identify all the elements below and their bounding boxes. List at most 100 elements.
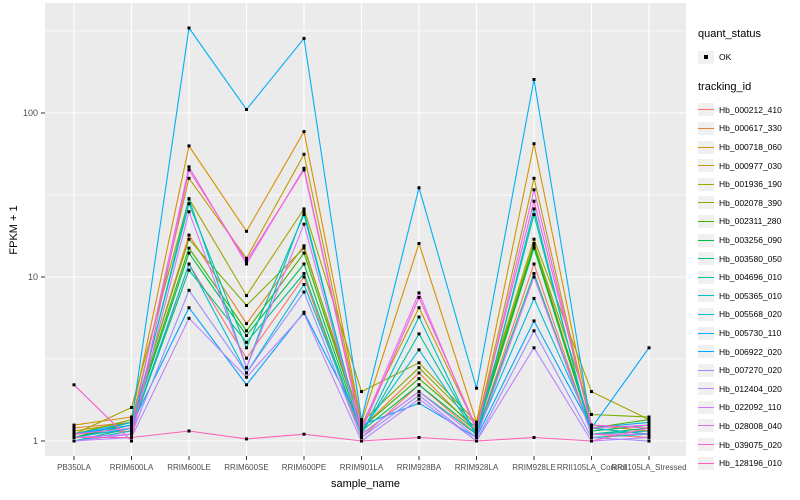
data-point xyxy=(187,197,191,201)
legend-series-label: Hb_012404_020 xyxy=(719,383,782,394)
data-point xyxy=(130,429,133,433)
legend-quant-status-title: quant_status xyxy=(698,28,761,40)
line-swatch-icon xyxy=(698,276,714,278)
data-point xyxy=(302,130,306,134)
data-point xyxy=(245,229,248,233)
data-point xyxy=(475,436,478,439)
data-point xyxy=(532,329,536,333)
line-swatch-icon xyxy=(698,220,714,222)
legend-item-Hb_001936_190: Hb_001936_190 xyxy=(698,175,798,194)
legend-tracking-title: tracking_id xyxy=(698,80,752,93)
data-point xyxy=(360,418,363,422)
data-point xyxy=(360,436,363,439)
data-point xyxy=(302,152,306,156)
legend-item-Hb_000718_060: Hb_000718_060 xyxy=(698,138,798,157)
series-color-key xyxy=(698,233,714,247)
data-point xyxy=(72,426,76,430)
data-point xyxy=(187,168,191,172)
data-point xyxy=(532,262,536,266)
line-swatch-icon xyxy=(698,369,714,371)
series-color-key xyxy=(698,214,714,228)
legend-series-label: Hb_002078_390 xyxy=(719,197,782,208)
data-point xyxy=(302,213,306,217)
data-point xyxy=(417,186,421,190)
x-tick-label: RRIM600SE xyxy=(224,463,268,472)
data-point xyxy=(302,251,306,255)
legend-series-label: Hb_002311_280 xyxy=(719,216,782,227)
y-axis-title: FPKM + 1 xyxy=(8,205,20,255)
data-point xyxy=(532,244,536,248)
y-tick-label: 100 xyxy=(23,108,38,118)
plot-panel xyxy=(45,3,686,456)
data-point xyxy=(647,415,651,419)
data-point xyxy=(532,142,536,146)
data-point xyxy=(417,315,421,319)
data-point xyxy=(187,268,191,272)
data-point xyxy=(532,237,536,241)
data-point xyxy=(647,436,651,439)
line-swatch-icon xyxy=(698,332,714,334)
legend-series-label: Hb_001936_190 xyxy=(719,179,782,190)
data-point xyxy=(302,432,306,436)
data-point xyxy=(245,334,248,337)
data-point xyxy=(130,420,133,424)
series-color-key xyxy=(698,289,714,303)
data-point xyxy=(417,242,421,245)
data-point xyxy=(187,246,191,250)
legend-item-Hb_002078_390: Hb_002078_390 xyxy=(698,194,798,213)
x-tick-label: RRII105LA_Control xyxy=(557,463,627,472)
point-marker-icon xyxy=(704,55,708,60)
data-point xyxy=(647,418,651,422)
series-color-key xyxy=(698,382,714,396)
data-point xyxy=(590,426,593,430)
data-point xyxy=(590,429,593,433)
data-point xyxy=(417,296,421,299)
data-point xyxy=(302,168,306,172)
data-point xyxy=(475,423,478,427)
legend-item-Hb_007270_020: Hb_007270_020 xyxy=(698,361,798,380)
data-point xyxy=(130,418,133,422)
data-point xyxy=(130,406,133,409)
series-color-key xyxy=(698,103,714,117)
legend-item-Hb_003580_050: Hb_003580_050 xyxy=(698,249,798,268)
data-point xyxy=(360,420,363,424)
data-point xyxy=(72,383,76,387)
data-point xyxy=(302,222,306,226)
line-swatch-icon xyxy=(698,165,714,167)
data-point xyxy=(187,316,191,320)
series-color-key xyxy=(698,456,714,470)
series-color-key xyxy=(698,307,714,321)
data-point xyxy=(72,423,76,427)
data-point xyxy=(187,210,191,214)
data-point xyxy=(475,426,478,430)
x-tick-label: RRIM901LA xyxy=(340,463,384,472)
data-point xyxy=(187,233,191,237)
data-point xyxy=(187,429,191,433)
line-swatch-icon xyxy=(698,239,714,241)
x-tick-label: RRIM928LA xyxy=(455,463,499,472)
legend-item-ok: OK xyxy=(698,48,798,67)
line-swatch-icon xyxy=(698,295,714,297)
legend-item-Hb_000212_410: Hb_000212_410 xyxy=(698,101,798,120)
data-point xyxy=(417,377,421,381)
series-color-key xyxy=(698,140,714,154)
data-point xyxy=(532,246,536,250)
series-color-key xyxy=(698,270,714,284)
data-point xyxy=(360,426,363,430)
data-point xyxy=(245,375,248,379)
legend-series-label: Hb_022092_110 xyxy=(719,402,782,413)
legend-series-label: Hb_005568_020 xyxy=(719,309,782,320)
data-point xyxy=(475,429,478,433)
legend-item-Hb_006922_020: Hb_006922_020 xyxy=(698,342,798,361)
data-point xyxy=(532,319,536,323)
legend-item-Hb_039075_020: Hb_039075_020 xyxy=(698,435,798,454)
legend-item-Hb_003256_090: Hb_003256_090 xyxy=(698,231,798,250)
line-swatch-icon xyxy=(698,258,714,260)
legend-series-label: Hb_128196_010 xyxy=(719,458,782,469)
data-point xyxy=(475,420,478,424)
series-color-key xyxy=(698,121,714,135)
series-color-key xyxy=(698,400,714,414)
x-tick-label: RRIM600LA xyxy=(110,463,154,472)
data-point xyxy=(647,426,651,430)
data-point xyxy=(72,432,76,436)
